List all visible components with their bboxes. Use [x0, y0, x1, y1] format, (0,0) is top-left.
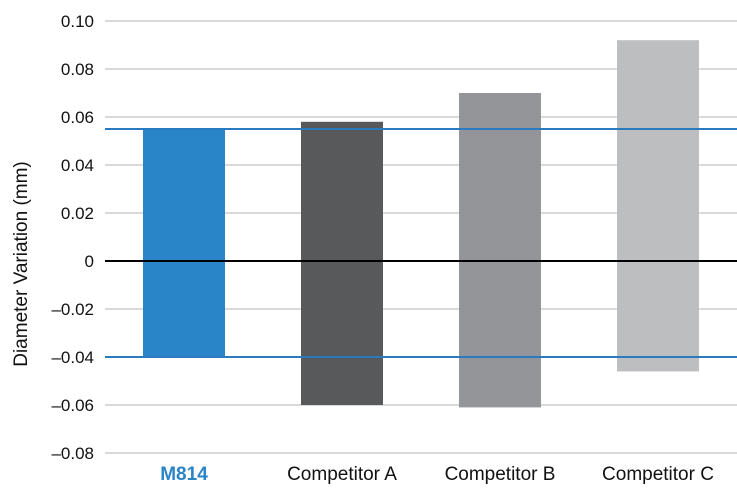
y-tick-label: 0 — [85, 252, 94, 271]
y-axis-label: Diameter Variation (mm) — [11, 161, 32, 367]
range-bar — [301, 121, 383, 406]
category-labels: M814 Competitor A Competitor B Competitor C — [160, 464, 714, 485]
category-label: M814 — [160, 464, 208, 485]
y-tick-label: –0.08 — [51, 444, 94, 463]
range-bar — [143, 129, 225, 357]
category-label: Competitor B — [445, 464, 556, 485]
y-tick-label: 0.06 — [61, 108, 94, 127]
bars — [143, 40, 699, 408]
y-tick-label: 0.10 — [61, 12, 94, 31]
range-bar — [617, 40, 699, 372]
range-bar — [459, 93, 541, 408]
y-tick-label: –0.06 — [51, 396, 94, 415]
y-tick-label: 0.02 — [61, 204, 94, 223]
y-tick-label: 0.08 — [61, 60, 94, 79]
y-tick-label: 0.04 — [61, 156, 94, 175]
category-label: Competitor C — [602, 464, 714, 485]
y-tick-label: –0.02 — [51, 300, 94, 319]
y-tick-label: –0.04 — [51, 348, 94, 367]
category-label: Competitor A — [287, 464, 397, 485]
reference-lines — [105, 128, 737, 358]
y-tick-labels: 0.10 0.08 0.06 0.04 0.02 0 –0.02 –0.04 –0.06 –0.0… — [51, 12, 94, 463]
